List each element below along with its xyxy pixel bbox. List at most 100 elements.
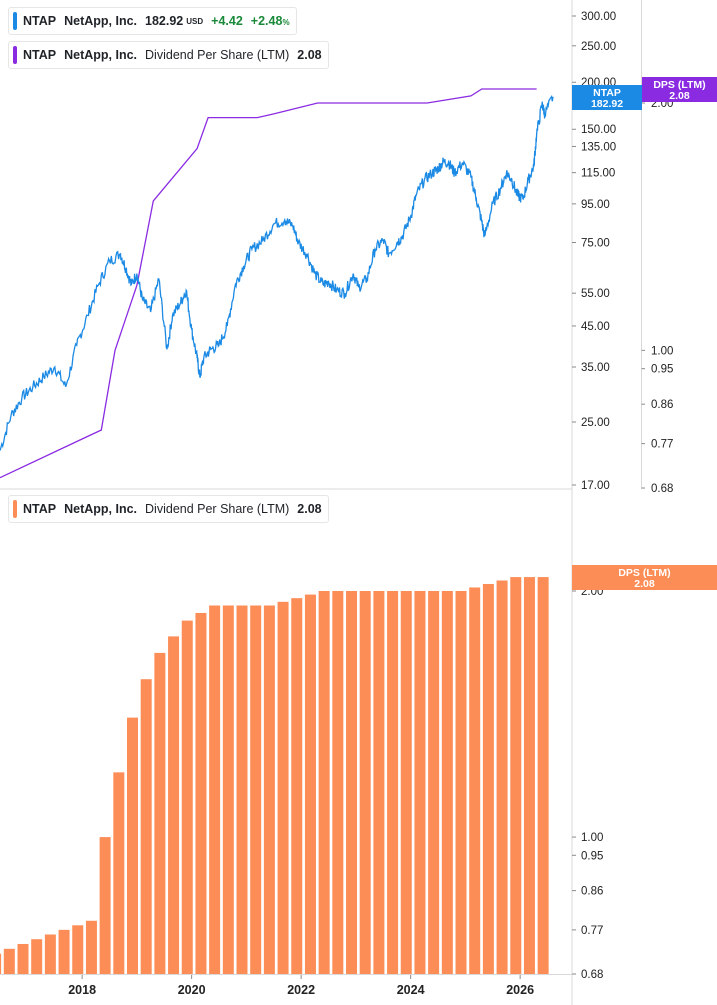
dps-bar (346, 591, 358, 974)
dps-bar (113, 772, 125, 974)
dps-legend-top[interactable]: NTAP NetApp, Inc. Dividend Per Share (LT… (8, 41, 329, 69)
legend-ticker: NTAP (23, 14, 57, 28)
dps-legend-swatch (13, 46, 17, 64)
dps-top-tick-label: 1.00 (651, 345, 673, 357)
dps-bar (154, 652, 166, 974)
x-axis: 2018 2020 2022 2024 2026 (68, 975, 534, 997)
price-tick-label: 250.00 (581, 41, 616, 53)
dps-bar (304, 594, 316, 974)
dps-bar (537, 577, 549, 974)
price-tick-label: 45.00 (581, 321, 610, 333)
price-legend[interactable]: NTAP NetApp, Inc. 182.92 USD +4.42 +2.48… (8, 7, 297, 35)
dps-bar (85, 920, 97, 974)
legend-ticker: NTAP (23, 48, 57, 62)
dps-top-tick-label: 0.68 (651, 483, 673, 495)
dps-bar (441, 591, 453, 974)
dps-top-badge-bg (642, 77, 717, 102)
dps-bar (414, 591, 426, 974)
legend-company: NetApp, Inc. (64, 502, 138, 516)
x-tick-label: 2022 (287, 983, 315, 997)
dps-bar (72, 925, 84, 974)
dps-legend-bottom[interactable]: NTAP NetApp, Inc. Dividend Per Share (LT… (8, 495, 329, 523)
legend-company: NetApp, Inc. (64, 48, 138, 62)
legend-company: NetApp, Inc. (64, 14, 138, 28)
dps-bar (99, 837, 111, 974)
price-tick-label: 25.00 (581, 417, 610, 429)
x-tick-label: 2024 (397, 983, 425, 997)
price-badge-bg (572, 85, 642, 110)
price-legend-swatch (13, 12, 17, 30)
dps-bottom-tick-label: 0.86 (581, 886, 603, 898)
dps-top-axis: 2.001.000.950.860.770.68 (641, 98, 673, 495)
price-line-series (0, 94, 554, 451)
dps-bar (3, 948, 15, 974)
dps-top-tick-label: 0.86 (651, 399, 673, 411)
dps-bar (250, 605, 262, 974)
dps-bottom-axis: 2.001.000.950.860.770.68 (572, 586, 603, 981)
dps-top-badge: DPS (LTM)2.08 (642, 77, 717, 102)
dps-bar (332, 591, 344, 974)
legend-currency: USD (186, 16, 204, 26)
legend-change: +4.42 (211, 14, 243, 28)
dps-bar (195, 612, 207, 974)
dps-bar (17, 943, 29, 974)
dps-bar (400, 591, 412, 974)
dps-bottom-badge-bg (572, 565, 717, 590)
price-tick-label: 135.00 (581, 141, 616, 153)
price-tick-label: 17.00 (581, 480, 610, 492)
dps-bar (387, 591, 399, 974)
dps-top-badge-label: DPS (LTM) (653, 79, 705, 91)
dps-bar (291, 598, 303, 974)
price-tick-label: 300.00 (581, 11, 616, 23)
dps-top-tick-label: 0.95 (651, 364, 673, 376)
x-tick-label: 2026 (506, 983, 534, 997)
x-tick-label: 2018 (68, 983, 96, 997)
dps-bar (359, 591, 371, 974)
dps-bar (469, 587, 481, 974)
dps-bottom-badge-label: DPS (LTM) (618, 567, 670, 579)
legend-dps-value: 2.08 (297, 48, 322, 62)
price-axis: 300.00250.00200.00150.00135.00115.0095.0… (0, 0, 642, 1005)
price-tick-label: 55.00 (581, 288, 610, 300)
dps-bar (455, 591, 467, 974)
dps-bar (181, 620, 193, 974)
legend-ticker: NTAP (23, 502, 57, 516)
legend-change-pct: +2.48% (250, 14, 290, 28)
dps-bar (209, 605, 221, 974)
legend-metric: Dividend Per Share (LTM) (145, 502, 290, 516)
dps-bar (44, 934, 56, 974)
dps-bar (127, 717, 139, 974)
dps-bar (58, 929, 70, 974)
dps-bar (482, 583, 494, 974)
dps-bar (222, 605, 234, 974)
dps-bottom-badge-value: 2.08 (634, 578, 655, 590)
dps-bottom-tick-label: 0.95 (581, 850, 603, 862)
dps-bottom-tick-label: 1.00 (581, 832, 603, 844)
legend-metric: Dividend Per Share (LTM) (145, 48, 290, 62)
dps-top-badge-value: 2.08 (669, 90, 690, 102)
x-tick-label: 2020 (178, 983, 206, 997)
dps-bar (373, 591, 385, 974)
dps-bar (496, 580, 508, 974)
dps-bottom-tick-label: 0.68 (581, 969, 603, 981)
dps-bar (0, 953, 2, 974)
dps-bar (263, 605, 275, 974)
dps-top-tick-label: 0.77 (651, 439, 673, 451)
dps-bar (277, 601, 289, 974)
dps-bars (0, 577, 549, 974)
dps-bar (318, 591, 330, 974)
dps-bar (236, 605, 248, 974)
dps-line-series (0, 88, 537, 479)
price-tick-label: 150.00 (581, 124, 616, 136)
legend-price-value: 182.92 (145, 14, 184, 28)
dps-bottom-tick-label: 0.77 (581, 925, 603, 937)
dps-bar (523, 577, 535, 974)
legend-dps-value: 2.08 (297, 502, 322, 516)
dps-legend-swatch (13, 500, 17, 518)
price-tick-label: 115.00 (581, 168, 615, 180)
dps-bar (168, 636, 180, 974)
dps-bottom-badge: DPS (LTM)2.08 (572, 565, 717, 590)
